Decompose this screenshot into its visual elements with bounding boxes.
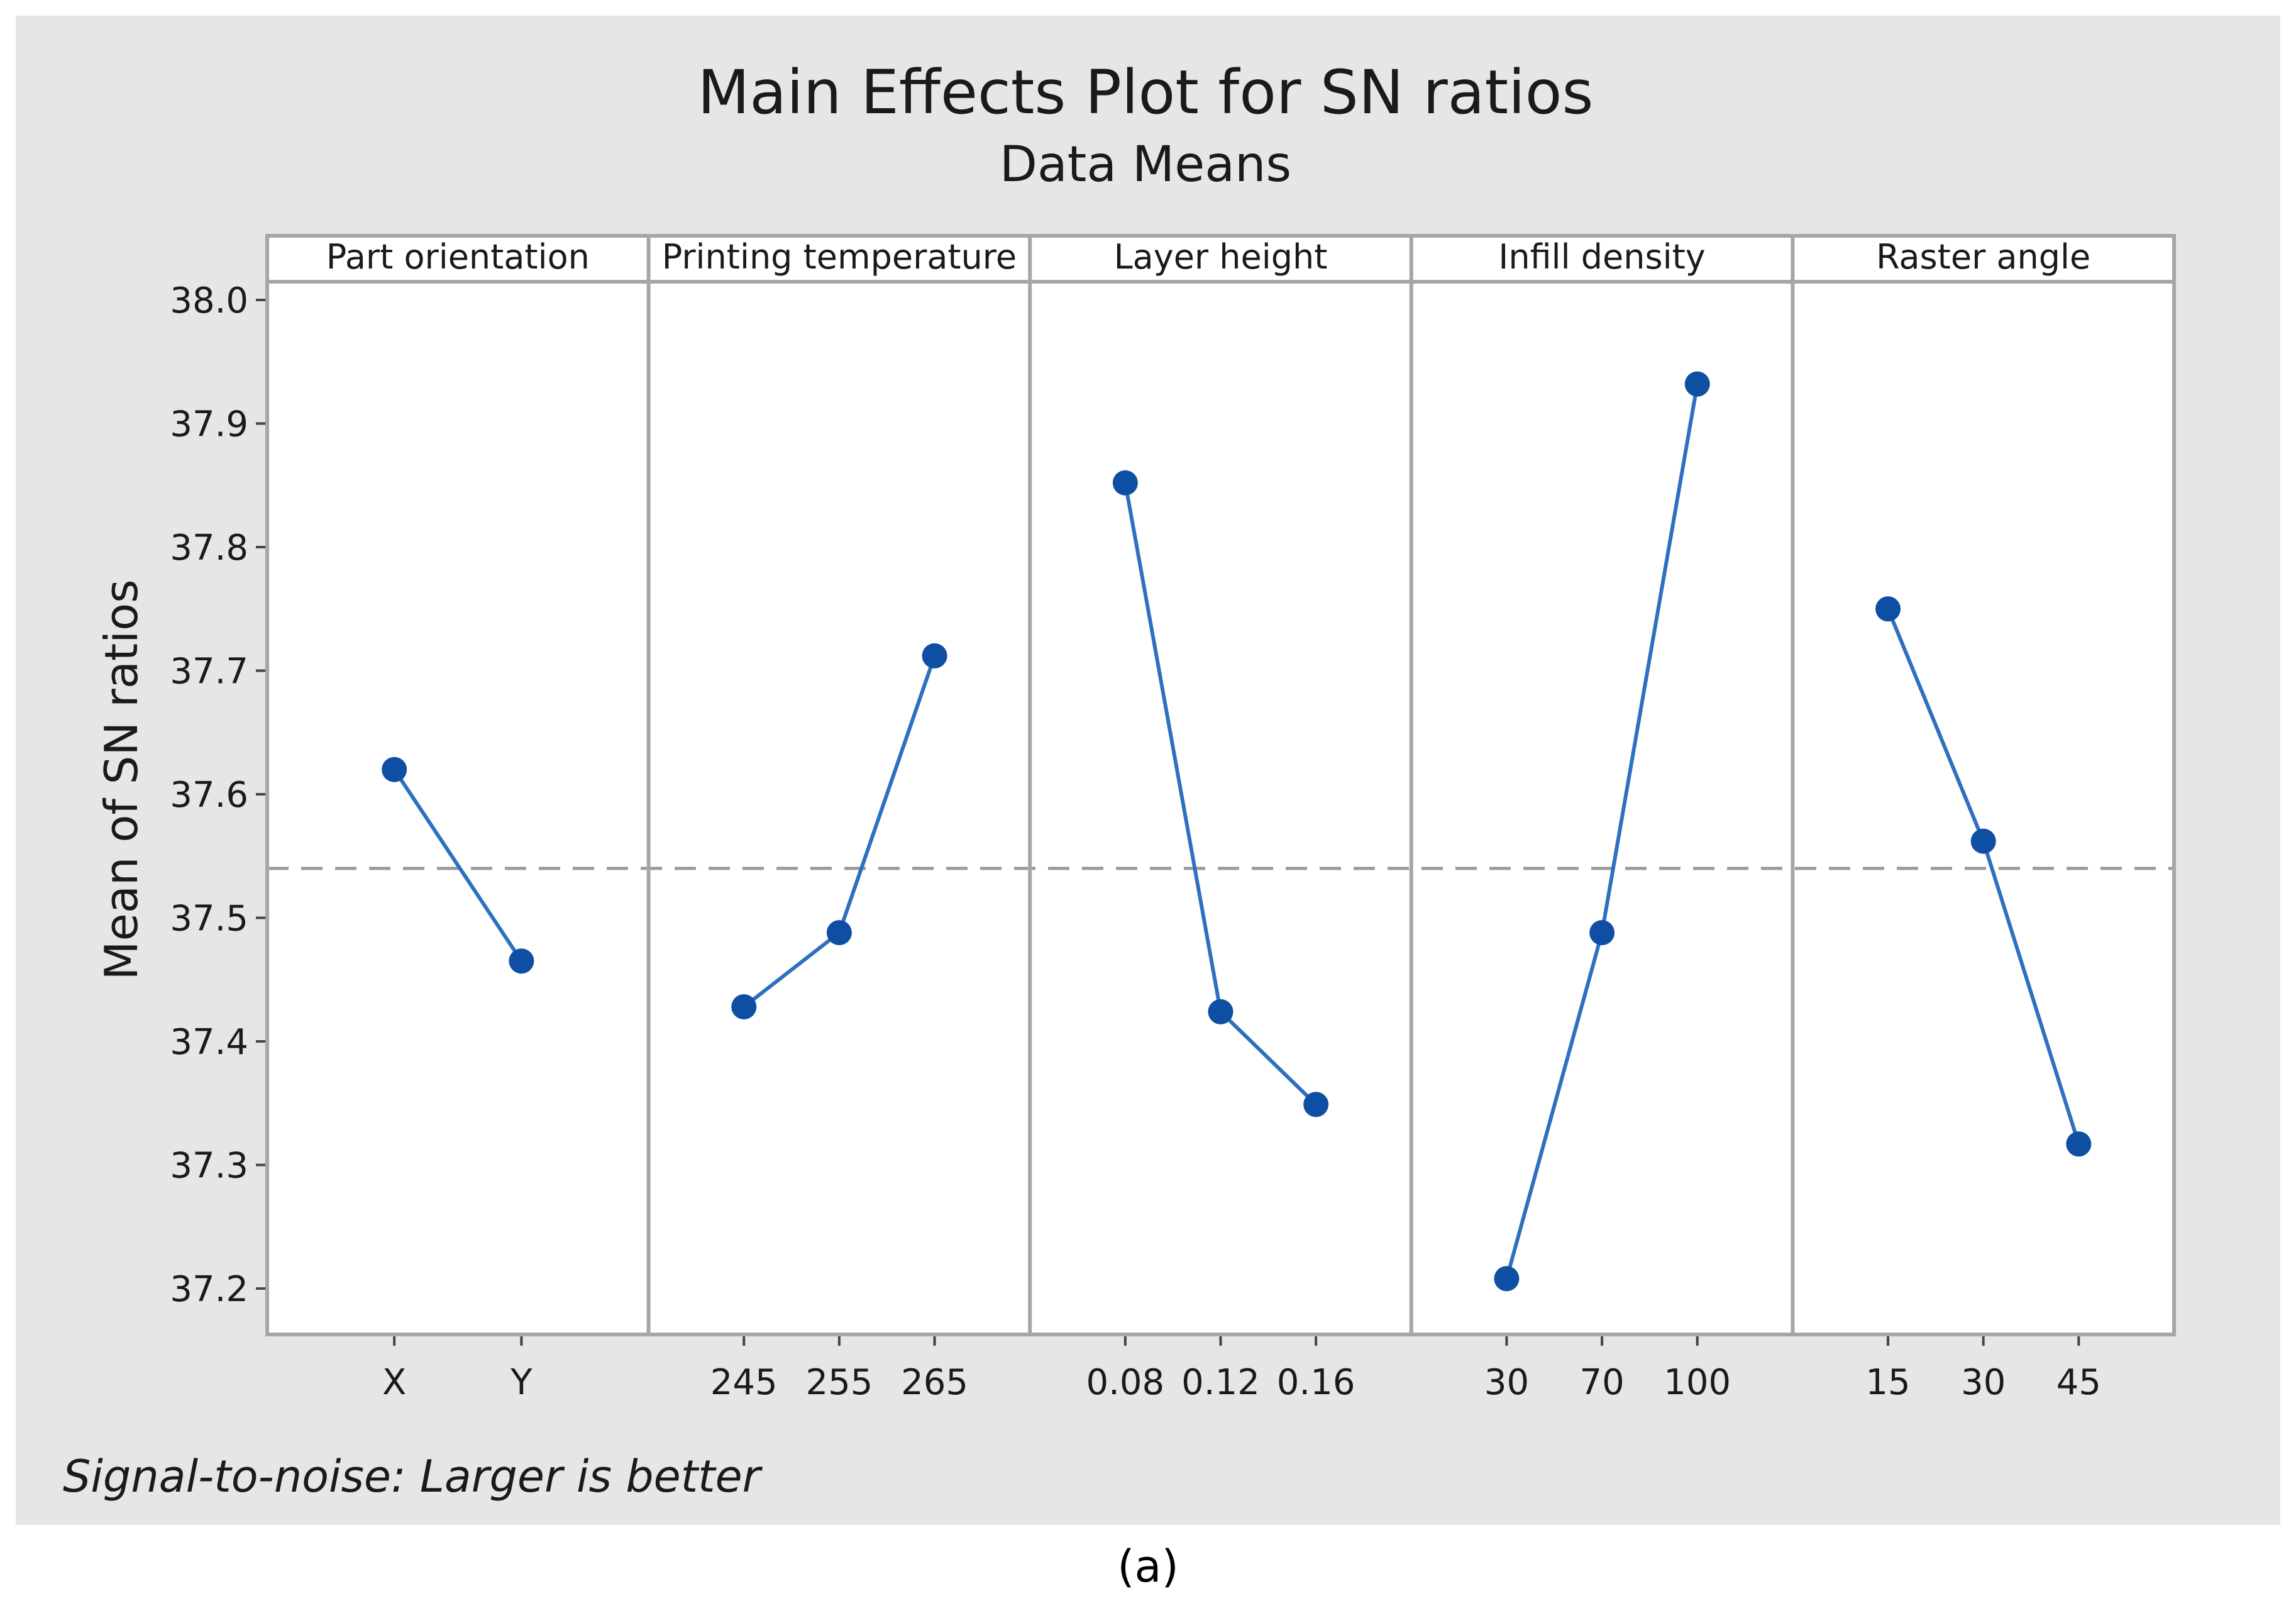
footnote: Signal-to-noise: Larger is better [63, 1451, 763, 1502]
data-point [1970, 828, 1996, 854]
y-tick-label: 37.3 [170, 1146, 248, 1187]
data-point [1494, 1266, 1520, 1292]
y-tick-label: 37.9 [170, 404, 248, 445]
x-tick-label: 15 [1865, 1362, 1910, 1403]
y-tick-label: 37.2 [170, 1269, 248, 1310]
x-tick-label: 30 [1484, 1362, 1529, 1403]
data-point [922, 643, 947, 668]
plot-frame [265, 234, 2176, 1336]
y-tick-label: 38.0 [170, 280, 248, 321]
chart-subtitle: Data Means [1000, 136, 1291, 193]
panel-header-label: Layer height [1114, 237, 1328, 277]
series-line [392, 768, 523, 962]
data-point [382, 757, 407, 782]
x-tick-label: 45 [2056, 1362, 2101, 1403]
y-axis-label: Mean of SN ratios [95, 579, 148, 980]
x-tick-label: 30 [1961, 1362, 2006, 1403]
x-tick-label: 245 [710, 1362, 778, 1403]
data-point [1303, 1092, 1329, 1117]
data-point [731, 994, 757, 1019]
figure-caption: (a) [1117, 1541, 1179, 1592]
data-point [1875, 596, 1901, 622]
y-tick-label: 37.8 [170, 528, 248, 568]
x-tick-label: 255 [805, 1362, 873, 1403]
plot-panel-background [267, 236, 2174, 1334]
x-tick-label: Y [510, 1362, 533, 1403]
panel-header-label: Infill density [1498, 237, 1705, 277]
data-point [1208, 999, 1234, 1024]
panel-header-label: Printing temperature [662, 237, 1017, 277]
x-tick-label: 70 [1579, 1362, 1624, 1403]
x-tick-label: 265 [901, 1362, 968, 1403]
panel-header-label: Raster angle [1876, 237, 2090, 277]
plot-area: 37.2 37.3 37.4 37.5 37.6 37.7 37.8 37.9 38.0 Part… [170, 234, 2176, 1403]
x-tick-label: 0.12 [1181, 1362, 1260, 1403]
data-point [509, 948, 534, 974]
data-point [1112, 470, 1138, 496]
x-tick-label: 0.16 [1277, 1362, 1355, 1403]
data-point [1589, 920, 1615, 946]
y-tick-label: 37.4 [170, 1022, 248, 1063]
x-tick-label: 0.08 [1086, 1362, 1165, 1403]
panel-header-label: Part orientation [326, 237, 590, 277]
chart-title: Main Effects Plot for SN ratios [697, 57, 1593, 128]
x-tick-label: 100 [1664, 1362, 1731, 1403]
data-point [826, 920, 852, 946]
y-tick-label: 37.5 [170, 899, 248, 940]
data-point [1684, 371, 1710, 397]
x-tick-label: X [382, 1362, 406, 1403]
data-point [2066, 1131, 2092, 1157]
y-tick-label: 37.7 [170, 652, 248, 692]
y-tick-label: 37.6 [170, 775, 248, 816]
